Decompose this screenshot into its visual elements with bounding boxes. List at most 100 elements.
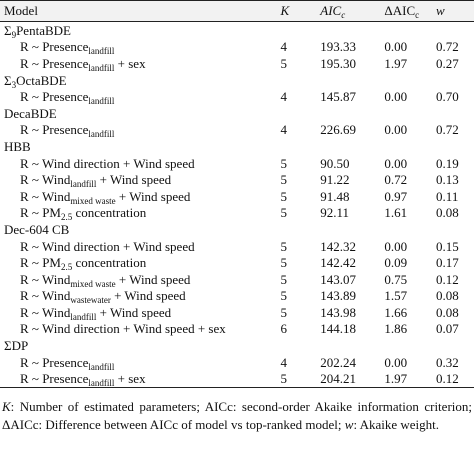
text: R ~ Presence — [20, 89, 89, 105]
group-row: Dec-604 CB — [0, 221, 474, 238]
model-cell: R ~ Presencelandfill — [0, 88, 281, 107]
group-row: Σ3OctaBDE — [0, 72, 474, 90]
group-name: Σ9PentaBDE — [0, 22, 474, 40]
aicc-cell: 204.21 — [320, 370, 385, 389]
model-cell: R ~ Presencelandfill — [0, 122, 281, 139]
subscript: landfill — [88, 96, 115, 107]
header-row: Model K AICc ΔAICc w — [0, 0, 474, 22]
results-table: Model K AICc ΔAICc w Σ9PentaBDE R ~ Prese… — [0, 0, 474, 389]
w-cell: 0.72 — [436, 39, 459, 55]
model-cell: R ~ Wind direction + Wind speed — [0, 155, 281, 172]
subscript: landfill — [88, 129, 115, 140]
delta-aicc-cell: 0.00 — [384, 238, 408, 254]
delta-aicc-cell: 1.66 — [384, 304, 408, 320]
text: + sex — [114, 55, 146, 71]
k-cell: 5 — [280, 304, 288, 320]
text: R ~ PM — [20, 255, 61, 271]
aicc-cell: 193.33 — [320, 39, 357, 55]
w-cell: 0.12 — [436, 271, 459, 287]
text: + Wind speed — [96, 172, 172, 188]
text: R ~ Wind — [20, 304, 71, 320]
w-cell: 0.12 — [436, 370, 474, 389]
delta-aicc-cell: 1.97 — [384, 55, 408, 71]
group-name: Dec-604 CB — [0, 221, 474, 238]
group-name: ΣDP — [0, 337, 474, 354]
w-cell: 0.72 — [436, 122, 459, 138]
aicc-cell: 92.11 — [320, 205, 350, 221]
subscript: 2.5 — [61, 262, 73, 273]
model-row: R ~ Windlandfill + Wind speed 5 143.98 1.66… — [0, 304, 474, 322]
model-row: R ~ Presencelandfill 4 193.33 0.00 0.72 — [0, 39, 474, 56]
text: AIC — [320, 3, 342, 18]
group-name: Σ3OctaBDE — [0, 72, 474, 90]
text: R ~ PM — [20, 205, 61, 221]
aicc-cell: 142.32 — [320, 238, 357, 254]
delta-aicc-cell: 1.61 — [384, 205, 408, 221]
delta-aicc-cell: 0.09 — [384, 255, 408, 271]
w-cell: 0.17 — [436, 255, 459, 271]
text: + sex — [114, 371, 146, 387]
header-w: w — [436, 0, 474, 22]
subscript: landfill — [88, 361, 115, 372]
model-row: R ~ PM2.5 concentration 5 142.42 0.09 0.17 — [0, 254, 474, 273]
model-row: R ~ Presencelandfill 4 145.87 0.00 0.70 — [0, 88, 474, 107]
model-cell: R ~ Presencelandfill — [0, 354, 281, 372]
text: : Akaike weight. — [353, 417, 440, 432]
model-cell: R ~ Wind direction + Wind speed + sex — [0, 321, 281, 338]
w-cell: 0.08 — [436, 304, 459, 320]
text: R ~ Presence — [20, 354, 89, 370]
model-cell: R ~ Windmixed waste + Wind speed — [0, 271, 281, 289]
group-name: DecaBDE — [0, 105, 474, 122]
model-row: R ~ Windmixed waste + Wind speed 5 143.07 0… — [0, 271, 474, 289]
model-cell: R ~ Presencelandfill + sex — [0, 370, 281, 389]
text: + Wind speed — [115, 188, 191, 204]
text: concentration — [72, 255, 147, 271]
w-cell: 0.13 — [436, 172, 459, 188]
w-cell: 0.32 — [436, 354, 459, 370]
k-cell: 4 — [280, 39, 288, 55]
text: PentaBDE — [16, 22, 71, 38]
text: R ~ Wind — [20, 271, 71, 287]
model-row: R ~ Windlandfill + Wind speed 5 91.22 0.72 0… — [0, 171, 474, 190]
subscript: landfill — [88, 62, 115, 73]
k-cell: 5 — [280, 172, 288, 188]
subscript: wastewater — [70, 295, 111, 306]
k-cell: 4 — [280, 354, 288, 370]
delta-aicc-cell: 0.00 — [384, 155, 408, 171]
w-cell: 0.11 — [436, 188, 459, 204]
text: : Number of estimated parameters; AICc: … — [2, 399, 472, 432]
subscript: landfill — [70, 179, 97, 190]
model-cell: R ~ Windlandfill + Wind speed — [0, 171, 281, 190]
subscript: 3 — [11, 79, 17, 90]
k-cell: 5 — [280, 370, 321, 389]
aicc-cell: 195.30 — [320, 55, 357, 71]
text: ΣDP — [4, 338, 29, 354]
header-k: K — [280, 0, 321, 22]
delta-aicc-cell: 1.57 — [384, 288, 408, 304]
k-cell: 5 — [280, 188, 288, 204]
header-model: Model — [0, 0, 281, 22]
delta-aicc-cell: 1.86 — [384, 321, 408, 337]
model-row: R ~ PM2.5 concentration 5 92.11 1.61 0.08 — [0, 205, 474, 222]
italic-text: w — [344, 417, 354, 432]
w-cell: 0.15 — [436, 238, 459, 254]
w-cell: 0.27 — [436, 55, 459, 71]
k-cell: 5 — [280, 55, 288, 71]
text: OctaBDE — [16, 72, 67, 88]
aicc-cell: 144.18 — [320, 321, 357, 337]
k-cell: 5 — [280, 155, 288, 171]
group-row: Σ9PentaBDE — [0, 22, 474, 40]
w-cell: 0.08 — [436, 205, 459, 221]
model-cell: R ~ Presencelandfill — [0, 39, 281, 56]
italic-text: K — [2, 399, 11, 414]
text: R ~ Wind — [20, 172, 71, 188]
delta-aicc-cell: 0.97 — [384, 188, 408, 204]
text: R ~ Presence — [20, 371, 89, 387]
text: + Wind speed — [96, 304, 172, 320]
subscript: mixed waste — [70, 195, 116, 206]
model-row: R ~ Wind direction + Wind speed 5 142.32 0.… — [0, 238, 474, 255]
aicc-cell: 143.07 — [320, 271, 357, 287]
delta-aicc-cell: 0.00 — [384, 354, 408, 370]
model-row: R ~ Windmixed waste + Wind speed 5 91.48 0.… — [0, 188, 474, 206]
